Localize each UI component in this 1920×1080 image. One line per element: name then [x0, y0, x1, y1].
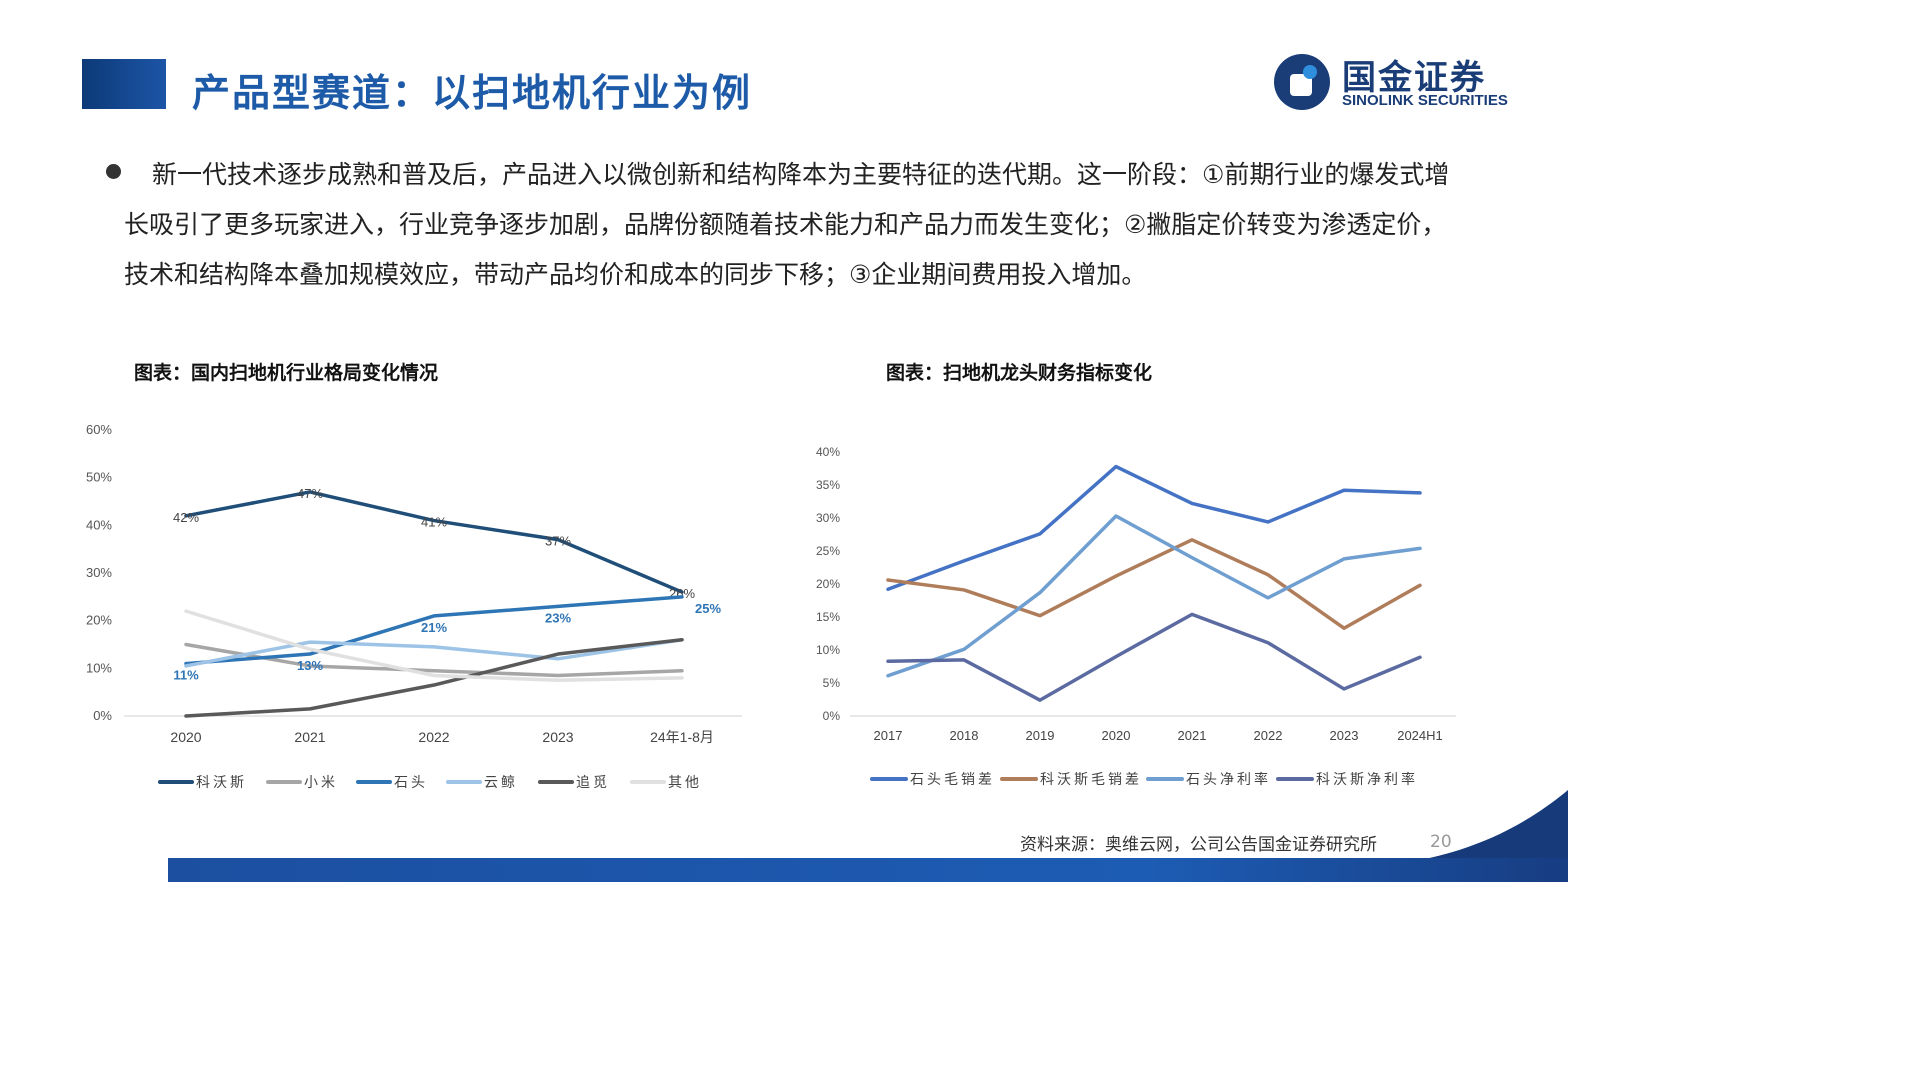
left-series-line-5 — [184, 637, 684, 718]
left-x-tick-label: 2021 — [294, 729, 325, 745]
left-y-tick-label: 10% — [86, 660, 112, 675]
right-x-tick-label: 2022 — [1254, 728, 1283, 743]
right-legend-label: 科沃斯毛销差 — [1040, 772, 1142, 788]
left-y-tick-label: 40% — [86, 517, 112, 532]
left-data-label: 23% — [545, 610, 571, 625]
footer-bar — [168, 858, 1568, 882]
right-chart-title: 图表：扫地机龙头财务指标变化 — [886, 362, 1153, 384]
left-data-label: 21% — [421, 620, 447, 635]
left-series-line-6 — [184, 609, 684, 682]
left-series-line-1 — [184, 490, 684, 594]
right-y-tick-label: 5% — [823, 676, 841, 690]
right-legend-label: 石头毛销差 — [910, 772, 995, 788]
charts-canvas: 0% 10% 20% 30% 40% 50% 60% 2020 2021 2022 2023 24年1… — [86, 422, 1456, 791]
left-legend-label: 石头 — [394, 775, 428, 791]
right-legend-label: 石头净利率 — [1186, 771, 1271, 788]
left-legend-label: 小米 — [304, 775, 338, 791]
right-x-tick-label: 2019 — [1026, 728, 1055, 743]
company-logo: 国金证券 SINOLINK SECURITIES — [1272, 52, 1542, 114]
bullet-icon — [106, 164, 121, 179]
left-y-tick-label: 50% — [86, 470, 112, 485]
left-x-tick-label: 2020 — [170, 729, 201, 745]
right-y-tick-label: 40% — [816, 445, 840, 459]
logo-name-en: SINOLINK SECURITIES — [1342, 92, 1508, 109]
right-y-tick-label: 20% — [816, 577, 840, 591]
right-y-tick-label: 0% — [823, 709, 841, 723]
logo-mark-icon — [1274, 54, 1330, 110]
right-x-tick-label: 2017 — [874, 728, 903, 743]
right-series-line-2 — [886, 538, 1422, 630]
left-y-tick-label: 20% — [86, 613, 112, 628]
left-data-label: 41% — [421, 515, 447, 530]
footer-wave-decoration — [1420, 790, 1568, 860]
left-y-tick-label: 0% — [93, 708, 112, 723]
left-data-label: 11% — [173, 668, 199, 683]
right-x-tick-label: 2018 — [950, 728, 979, 743]
right-y-tick-label: 15% — [816, 610, 840, 624]
right-series-line-4 — [886, 612, 1422, 702]
left-series-line-4 — [184, 637, 684, 668]
left-legend-label: 追觅 — [576, 775, 610, 791]
title-accent-block — [82, 59, 166, 109]
right-legend-label: 科沃斯净利率 — [1316, 771, 1418, 788]
right-y-tick-label: 35% — [816, 478, 840, 492]
right-series-line-3 — [886, 514, 1422, 678]
intro-paragraph: 新一代技术逐步成熟和普及后，产品进入以微创新和结构降本为主要特征的迭代期。这一阶… — [124, 160, 1450, 289]
page-title: 产品型赛道：以扫地机行业为例 — [192, 71, 753, 115]
left-x-tick-label: 2022 — [418, 729, 449, 745]
right-series-line-1 — [886, 464, 1422, 592]
left-legend-label: 其他 — [668, 775, 702, 791]
left-legend-label: 云鲸 — [484, 775, 518, 791]
left-data-label: 42% — [173, 510, 199, 525]
left-data-label: 37% — [545, 534, 571, 549]
left-legend-label: 科沃斯 — [196, 775, 247, 791]
source-note: 资料来源：奥维云网，公司公告国金证券研究所 — [1020, 835, 1377, 855]
left-chart-title: 图表：国内扫地机行业格局变化情况 — [134, 362, 439, 384]
right-x-tick-label: 2023 — [1330, 728, 1359, 743]
right-y-tick-label: 30% — [816, 511, 840, 525]
right-y-tick-label: 25% — [816, 544, 840, 558]
left-data-label: 47% — [297, 486, 323, 501]
logo-name-cn: 国金证券 — [1342, 58, 1486, 98]
right-x-tick-label: 2024H1 — [1397, 728, 1443, 743]
left-x-tick-label: 24年1-8月 — [650, 729, 714, 745]
left-data-label: 25% — [695, 601, 721, 616]
page-number: 20 — [1430, 832, 1452, 852]
right-x-tick-label: 2021 — [1178, 728, 1207, 743]
left-y-tick-label: 60% — [86, 422, 112, 437]
left-data-label: 13% — [297, 658, 323, 673]
right-x-tick-label: 2020 — [1102, 728, 1131, 743]
left-x-tick-label: 2023 — [542, 729, 573, 745]
left-y-tick-label: 30% — [86, 565, 112, 580]
left-series-line-3 — [184, 595, 684, 666]
right-y-tick-label: 10% — [816, 643, 840, 657]
